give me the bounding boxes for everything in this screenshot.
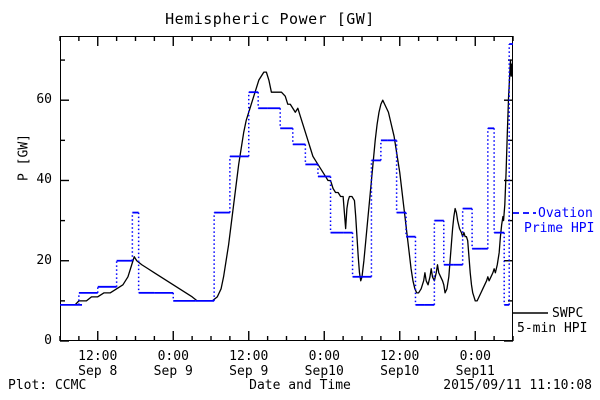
footer-timestamp: 2015/09/11 11:10:08 [443,378,592,393]
y-tick-label: 40 [36,172,52,188]
y-tick-label: 0 [44,333,52,348]
legend-swpc-label-line2: 5-min HPI [517,321,588,336]
footer-plot-source: Plot: CCMC [8,378,87,393]
legend-swpc-label-line1: SWPC [552,306,584,321]
x-tick-label: 12:00 Sep 8 [78,349,118,379]
x-tick-label: 0:00 Sep10 [304,349,344,379]
y-axis-label: P [GW] [16,134,32,181]
y-tick-label: 60 [36,92,52,108]
page-title: Hemispheric Power [GW] [165,10,375,28]
x-tick-label: 0:00 Sep 9 [153,349,193,379]
legend-ovation-label-line1: Ovation [538,206,593,221]
footer-x-axis-title: Date and Time [249,378,351,393]
plot-frame [60,36,513,341]
x-tick-label: 12:00 Sep10 [380,349,420,379]
y-tick-label: 20 [36,252,52,268]
x-tick-label: 0:00 Sep11 [455,349,495,379]
legend-ovation-label-line2: Prime HPI [524,221,595,236]
x-tick-label: 12:00 Sep 9 [229,349,269,379]
